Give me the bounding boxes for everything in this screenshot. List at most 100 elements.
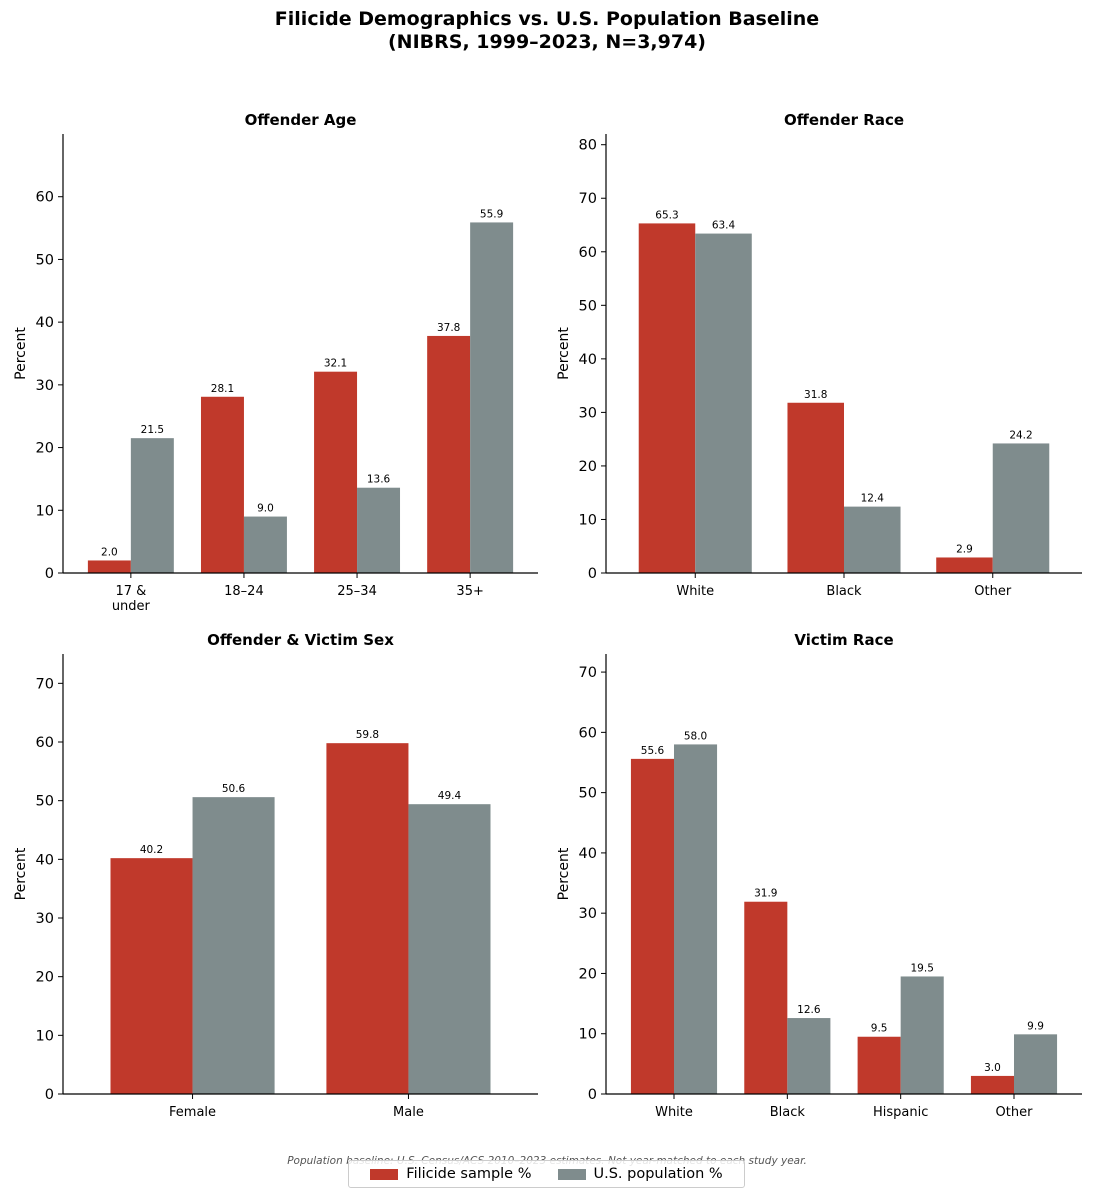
y-tick-label: 70 (579, 191, 597, 207)
y-tick-label: 0 (588, 1087, 597, 1103)
x-tick-label: 18–24 (224, 584, 264, 599)
x-tick-label-line: 25–34 (337, 584, 377, 599)
bar-population (900, 976, 944, 1094)
x-tick-label-line: White (655, 1105, 693, 1120)
data-label: 13.6 (367, 474, 391, 486)
x-tick-label-line: 35+ (456, 584, 483, 599)
data-label: 65.3 (655, 209, 678, 221)
y-tick-label: 50 (36, 794, 54, 810)
bar-population (243, 516, 287, 573)
x-tick-label-line: White (676, 584, 714, 599)
figure-title-line1: Filicide Demographics vs. U.S. Populatio… (274, 8, 820, 30)
y-tick-label: 50 (579, 786, 597, 802)
chart-panel-1: Offender Age Percent 0 10 20 30 40 50 60 2.0 28.1 3… (13, 111, 538, 614)
data-label: 3.0 (984, 1062, 1001, 1074)
x-tick-label-line: under (112, 599, 151, 614)
bar-population (130, 438, 174, 573)
figure-title: Filicide Demographics vs. U.S. Populatio… (0, 8, 1094, 54)
bar-filicide (857, 1036, 901, 1094)
x-tick-label-line: Other (974, 584, 1012, 599)
panel-title: Offender & Victim Sex (207, 631, 394, 649)
x-tick-label-line: Other (996, 1105, 1034, 1120)
data-label: 32.1 (324, 358, 347, 370)
bar-filicide (970, 1075, 1014, 1094)
data-label: 12.6 (797, 1004, 821, 1016)
bar-population (408, 804, 491, 1094)
data-label: 58.0 (684, 730, 707, 742)
y-tick-label: 40 (579, 352, 597, 368)
data-label: 59.8 (356, 729, 379, 741)
legend: Filicide sample % U.S. population % (348, 1160, 745, 1188)
x-tick-label: White (655, 1105, 693, 1120)
bar-population (992, 443, 1050, 573)
y-tick-label: 60 (579, 245, 597, 261)
y-axis-label: Percent (13, 327, 29, 380)
data-label: 9.5 (871, 1023, 888, 1035)
x-tick-label: Hispanic (873, 1105, 928, 1120)
y-axis-label: Percent (556, 327, 572, 380)
data-label: 37.8 (437, 322, 460, 334)
chart-panel-2: Offender Race Percent 0 10 20 30 40 50 60 70 80 65.… (556, 111, 1082, 599)
y-tick-label: 30 (579, 405, 597, 421)
legend-label-population: U.S. population % (593, 1166, 723, 1182)
data-label: 2.0 (101, 546, 118, 558)
data-label: 24.2 (1009, 429, 1032, 441)
y-tick-label: 40 (36, 852, 54, 868)
x-tick-label: Other (996, 1105, 1034, 1120)
bar-filicide (638, 223, 696, 573)
bar-filicide (87, 560, 131, 573)
bar-filicide (427, 335, 471, 573)
chart-panel-3: Offender & Victim Sex Percent 0 10 20 30 40 50 6… (13, 631, 538, 1120)
legend-swatch-filicide (370, 1168, 399, 1180)
y-tick-label: 70 (579, 665, 597, 681)
bar-population (844, 506, 901, 573)
y-tick-label: 20 (579, 459, 597, 475)
bar-population (1014, 1034, 1058, 1094)
y-tick-label: 10 (36, 1028, 54, 1044)
y-tick-label: 0 (588, 566, 597, 582)
y-tick-label: 30 (579, 906, 597, 922)
bar-population (357, 487, 401, 573)
x-tick-label: Black (826, 584, 862, 599)
data-label: 31.9 (754, 888, 777, 900)
data-label: 55.9 (480, 208, 503, 220)
data-label: 40.2 (140, 844, 163, 856)
y-tick-label: 80 (579, 138, 597, 154)
bar-population (674, 744, 718, 1094)
legend-swatch-population (557, 1168, 586, 1180)
x-tick-label-line: 17 & (115, 584, 146, 599)
y-tick-label: 30 (36, 378, 54, 394)
legend-label-filicide: Filicide sample % (406, 1166, 532, 1182)
x-tick-label: 17 & under (112, 584, 151, 614)
y-tick-label: 10 (36, 503, 54, 519)
x-tick-label-line: Female (169, 1105, 216, 1120)
y-tick-label: 0 (45, 1087, 54, 1103)
y-tick-label: 30 (36, 911, 54, 927)
bar-population (470, 222, 514, 574)
data-label: 50.6 (222, 783, 246, 795)
data-label: 19.5 (911, 962, 934, 974)
x-tick-label-line: Hispanic (873, 1105, 928, 1120)
data-label: 31.8 (804, 389, 827, 401)
bar-population (695, 233, 752, 573)
y-tick-label: 0 (45, 566, 54, 582)
bar-filicide (110, 858, 193, 1094)
y-tick-label: 70 (36, 676, 54, 692)
y-tick-label: 10 (579, 1027, 597, 1043)
data-label: 21.5 (141, 424, 164, 436)
x-tick-label: Black (770, 1105, 806, 1120)
data-label: 55.6 (641, 745, 665, 757)
bar-filicide (936, 557, 993, 573)
data-label: 12.4 (861, 493, 885, 505)
bar-filicide (200, 396, 244, 573)
x-tick-label-line: Black (770, 1105, 806, 1120)
y-tick-label: 20 (36, 970, 54, 986)
y-tick-label: 60 (36, 735, 54, 751)
y-tick-label: 50 (36, 252, 54, 268)
y-tick-label: 60 (579, 725, 597, 741)
y-tick-label: 20 (36, 441, 54, 457)
bar-filicide (744, 901, 788, 1094)
x-tick-label: 35+ (456, 584, 483, 599)
y-tick-label: 60 (36, 190, 54, 206)
